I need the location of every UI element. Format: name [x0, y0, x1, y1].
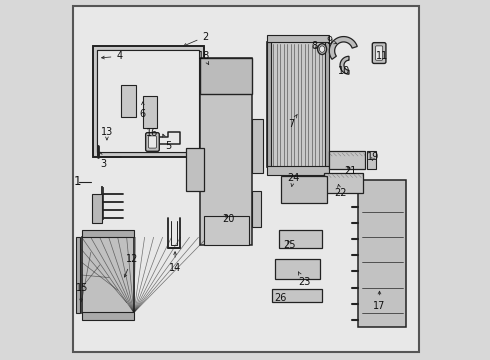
Bar [324, 173, 364, 193]
Bar [122, 85, 136, 117]
Text: 22: 22 [334, 184, 346, 198]
Text: 19: 19 [368, 152, 380, 162]
Text: 13: 13 [101, 127, 113, 140]
Bar [267, 166, 329, 175]
Text: 16: 16 [147, 129, 159, 138]
Bar [329, 151, 365, 169]
Bar [279, 230, 322, 248]
Bar [252, 119, 263, 173]
Bar [358, 180, 406, 327]
Bar [281, 176, 327, 203]
Ellipse shape [318, 44, 326, 54]
Text: 18: 18 [197, 51, 210, 64]
Text: 14: 14 [169, 252, 181, 273]
Bar [267, 42, 329, 167]
Bar [367, 151, 376, 169]
Text: 23: 23 [298, 272, 310, 287]
Bar [252, 191, 261, 226]
FancyBboxPatch shape [148, 136, 156, 148]
Text: 1: 1 [74, 175, 81, 188]
FancyBboxPatch shape [146, 133, 159, 151]
Text: 6: 6 [140, 102, 146, 119]
Bar [267, 35, 329, 42]
Text: 4: 4 [101, 51, 122, 61]
Bar [92, 194, 102, 223]
Bar [93, 45, 204, 157]
Polygon shape [329, 37, 357, 59]
Bar [82, 312, 134, 320]
FancyBboxPatch shape [375, 46, 383, 60]
Bar [272, 289, 322, 302]
Text: 8: 8 [312, 41, 318, 50]
Text: 21: 21 [344, 166, 357, 176]
Bar [93, 45, 204, 157]
Text: 3: 3 [99, 152, 106, 169]
Text: 25: 25 [284, 239, 296, 249]
Bar [97, 50, 199, 152]
Bar [76, 237, 80, 313]
Bar [275, 259, 320, 279]
Text: 12: 12 [124, 254, 138, 277]
Text: 24: 24 [287, 173, 299, 186]
Bar [204, 216, 248, 244]
Text: 9: 9 [326, 36, 337, 46]
Text: 15: 15 [75, 283, 88, 302]
Bar [325, 42, 329, 167]
Bar [186, 148, 204, 191]
FancyBboxPatch shape [372, 42, 386, 63]
Bar [200, 58, 252, 244]
Text: 20: 20 [222, 215, 235, 224]
Bar [267, 42, 271, 167]
Text: 7: 7 [288, 114, 297, 129]
Bar [82, 237, 134, 313]
Bar [200, 58, 252, 94]
Text: 5: 5 [163, 134, 171, 151]
Text: 10: 10 [338, 66, 350, 76]
Text: 26: 26 [275, 293, 287, 303]
Bar [97, 50, 199, 152]
Ellipse shape [319, 46, 325, 52]
Text: 2: 2 [184, 32, 209, 46]
Text: 11: 11 [376, 51, 388, 61]
Polygon shape [340, 56, 349, 74]
Bar [82, 230, 134, 237]
Bar [143, 96, 157, 128]
Text: 17: 17 [373, 291, 386, 311]
